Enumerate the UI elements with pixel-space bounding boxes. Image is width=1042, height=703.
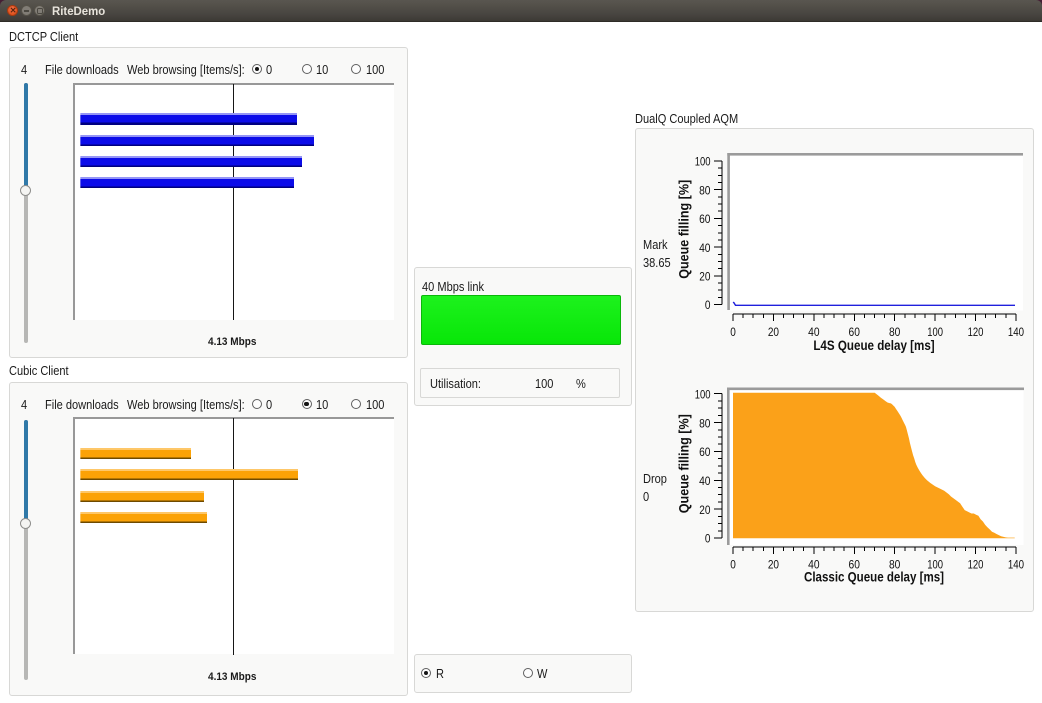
svg-text:80: 80 [889, 325, 901, 339]
svg-text:20: 20 [699, 503, 710, 517]
svg-text:0: 0 [705, 298, 711, 312]
svg-text:40: 40 [699, 241, 711, 255]
svg-text:0: 0 [705, 532, 711, 546]
svg-text:100: 100 [695, 387, 711, 401]
svg-text:100: 100 [927, 325, 943, 339]
svg-text:120: 120 [968, 557, 984, 571]
svg-text:60: 60 [699, 445, 711, 459]
svg-text:Classic Queue delay [ms]: Classic Queue delay [ms] [804, 569, 944, 584]
svg-text:80: 80 [699, 416, 711, 430]
svg-text:40: 40 [808, 557, 820, 571]
svg-text:0: 0 [730, 325, 736, 339]
svg-text:Queue filling [%]: Queue filling [%] [677, 180, 692, 279]
svg-text:60: 60 [849, 325, 861, 339]
svg-text:140: 140 [1008, 325, 1024, 339]
svg-text:20: 20 [699, 270, 710, 284]
svg-text:20: 20 [768, 557, 779, 571]
svg-text:40: 40 [699, 474, 711, 488]
svg-text:0: 0 [730, 557, 736, 571]
svg-text:100: 100 [927, 557, 943, 571]
svg-text:Queue filling [%]: Queue filling [%] [677, 414, 692, 513]
svg-text:120: 120 [968, 325, 984, 339]
svg-text:60: 60 [699, 212, 711, 226]
svg-text:20: 20 [768, 325, 779, 339]
svg-text:80: 80 [889, 557, 901, 571]
svg-text:140: 140 [1008, 557, 1024, 571]
svg-text:L4S Queue delay [ms]: L4S Queue delay [ms] [813, 338, 934, 353]
svg-text:100: 100 [695, 155, 711, 169]
svg-text:60: 60 [849, 557, 861, 571]
svg-text:40: 40 [808, 325, 820, 339]
svg-text:80: 80 [699, 183, 711, 197]
